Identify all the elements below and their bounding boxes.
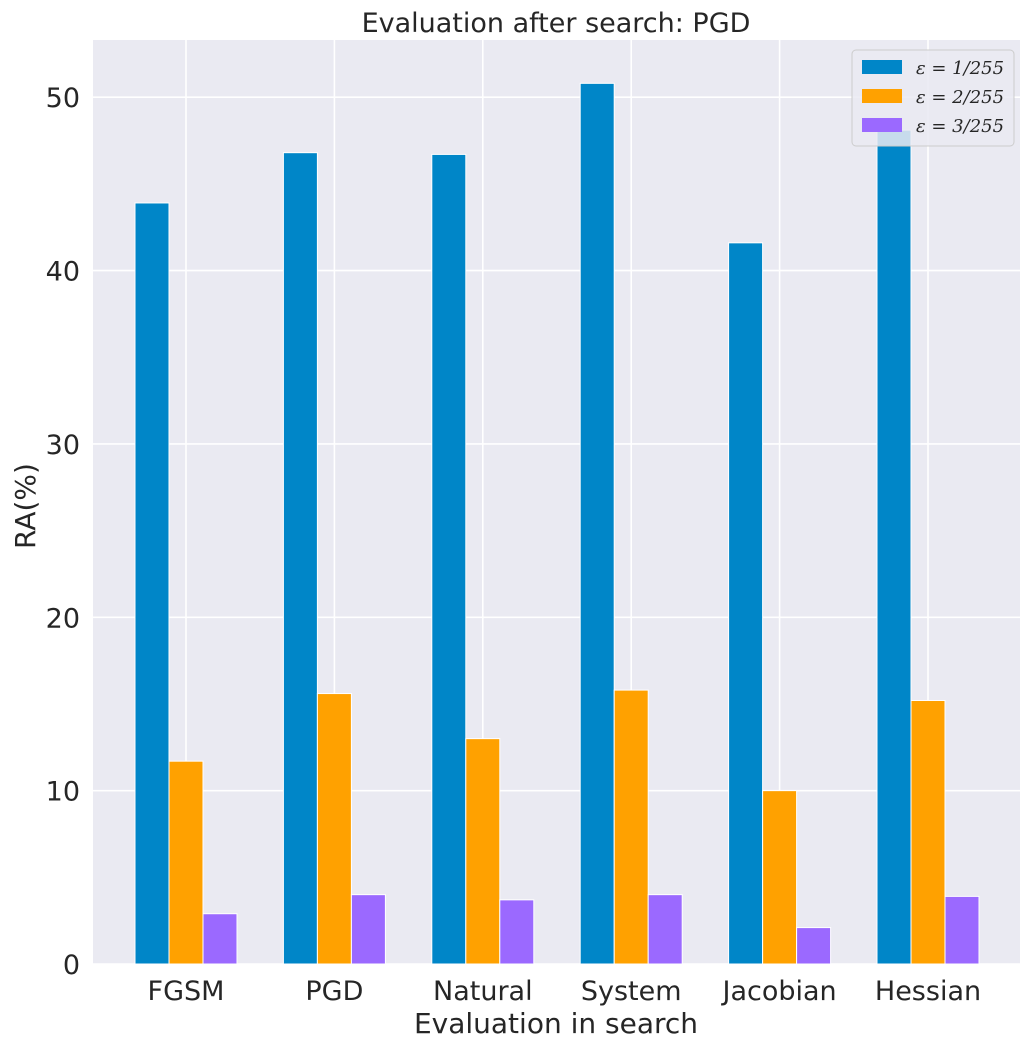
y-tick-label: 30	[46, 430, 80, 461]
y-axis-label: RA(%)	[9, 463, 42, 549]
bar-hessian-series-1	[876, 129, 912, 965]
y-tick-label: 40	[46, 257, 80, 288]
bars	[134, 82, 980, 965]
bar-jacobian-series-1	[728, 242, 764, 965]
x-tick-label: FGSM	[148, 976, 225, 1007]
y-tick-label: 50	[46, 83, 80, 114]
bar-fgsm-series-1	[134, 202, 170, 965]
legend-label: ε = 2/255	[916, 87, 1004, 108]
bar-natural-series-1	[431, 153, 467, 965]
bar-pgd-series-1	[282, 152, 318, 965]
bar-hessian-series-3	[944, 895, 980, 965]
y-tick-label: 10	[46, 777, 80, 808]
bar-pgd-series-2	[316, 693, 352, 965]
legend-label: ε = 3/255	[916, 116, 1004, 137]
plot-area	[93, 40, 1020, 964]
bar-system-series-1	[579, 82, 615, 965]
bar-natural-series-3	[499, 899, 535, 965]
bar-system-series-3	[647, 894, 683, 965]
bar-fgsm-series-2	[168, 760, 204, 965]
bar-hessian-series-2	[910, 699, 946, 965]
tick-labels: 0 10 20 30 40 50 FGSM PGD Natural System Jacobian H…	[46, 83, 981, 1007]
y-tick-label: 20	[46, 603, 80, 634]
y-tick-label: 0	[63, 950, 80, 981]
x-axis-label: Evaluation in search	[414, 1007, 698, 1040]
x-tick-label: Jacobian	[721, 976, 837, 1007]
legend-swatch	[862, 118, 902, 132]
chart-title: Evaluation after search: PGD	[362, 8, 751, 39]
legend-label: ε = 1/255	[916, 58, 1004, 79]
bar-jacobian-series-3	[796, 927, 832, 965]
bar-system-series-2	[613, 689, 649, 965]
x-tick-label: Hessian	[875, 976, 981, 1007]
legend: ε = 1/255 ε = 2/255 ε = 3/255	[851, 49, 1015, 147]
x-tick-label: PGD	[305, 976, 363, 1007]
legend-swatch	[862, 89, 902, 103]
bar-natural-series-2	[465, 738, 501, 965]
legend-swatch	[862, 60, 902, 74]
bar-fgsm-series-3	[202, 913, 238, 965]
bar-pgd-series-3	[350, 894, 386, 965]
bar-jacobian-series-2	[762, 790, 798, 965]
x-tick-label: Natural	[433, 976, 533, 1007]
x-tick-label: System	[581, 976, 682, 1007]
